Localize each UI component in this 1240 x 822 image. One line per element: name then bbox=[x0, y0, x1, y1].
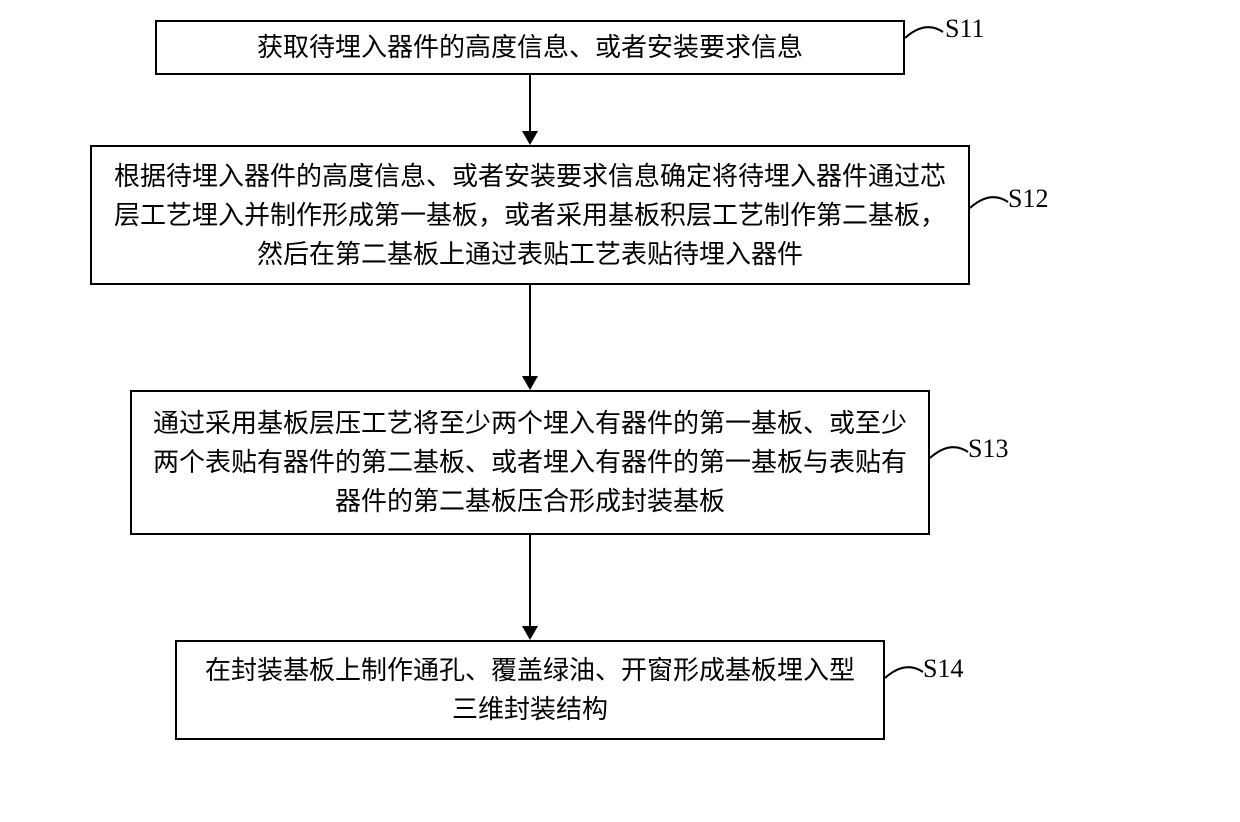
label-connector-s12 bbox=[970, 188, 1010, 228]
flowchart-step-s14: 在封装基板上制作通孔、覆盖绿油、开窗形成基板埋入型三维封装结构 bbox=[175, 640, 885, 740]
step-text: 通过采用基板层压工艺将至少两个埋入有器件的第一基板、或至少两个表贴有器件的第二基… bbox=[152, 404, 908, 521]
label-connector-s13 bbox=[930, 438, 970, 478]
step-text: 获取待埋入器件的高度信息、或者安装要求信息 bbox=[257, 28, 803, 67]
arrow-s11-s12 bbox=[529, 75, 531, 131]
flowchart-container: 获取待埋入器件的高度信息、或者安装要求信息 S11 根据待埋入器件的高度信息、或… bbox=[0, 0, 1240, 822]
arrow-s12-s13 bbox=[529, 285, 531, 376]
step-text: 在封装基板上制作通孔、覆盖绿油、开窗形成基板埋入型三维封装结构 bbox=[197, 651, 863, 729]
arrow-head-s13-s14 bbox=[522, 626, 538, 640]
step-label-s11: S11 bbox=[945, 14, 985, 44]
step-label-s14: S14 bbox=[923, 654, 963, 684]
step-label-s13: S13 bbox=[968, 434, 1008, 464]
step-label-s12: S12 bbox=[1008, 184, 1048, 214]
label-connector-s11 bbox=[905, 18, 945, 58]
arrow-head-s11-s12 bbox=[522, 131, 538, 145]
step-text: 根据待埋入器件的高度信息、或者安装要求信息确定将待埋入器件通过芯层工艺埋入并制作… bbox=[112, 157, 948, 274]
arrow-s13-s14 bbox=[529, 535, 531, 626]
flowchart-step-s11: 获取待埋入器件的高度信息、或者安装要求信息 bbox=[155, 20, 905, 75]
flowchart-step-s12: 根据待埋入器件的高度信息、或者安装要求信息确定将待埋入器件通过芯层工艺埋入并制作… bbox=[90, 145, 970, 285]
label-connector-s14 bbox=[885, 658, 925, 698]
arrow-head-s12-s13 bbox=[522, 376, 538, 390]
flowchart-step-s13: 通过采用基板层压工艺将至少两个埋入有器件的第一基板、或至少两个表贴有器件的第二基… bbox=[130, 390, 930, 535]
